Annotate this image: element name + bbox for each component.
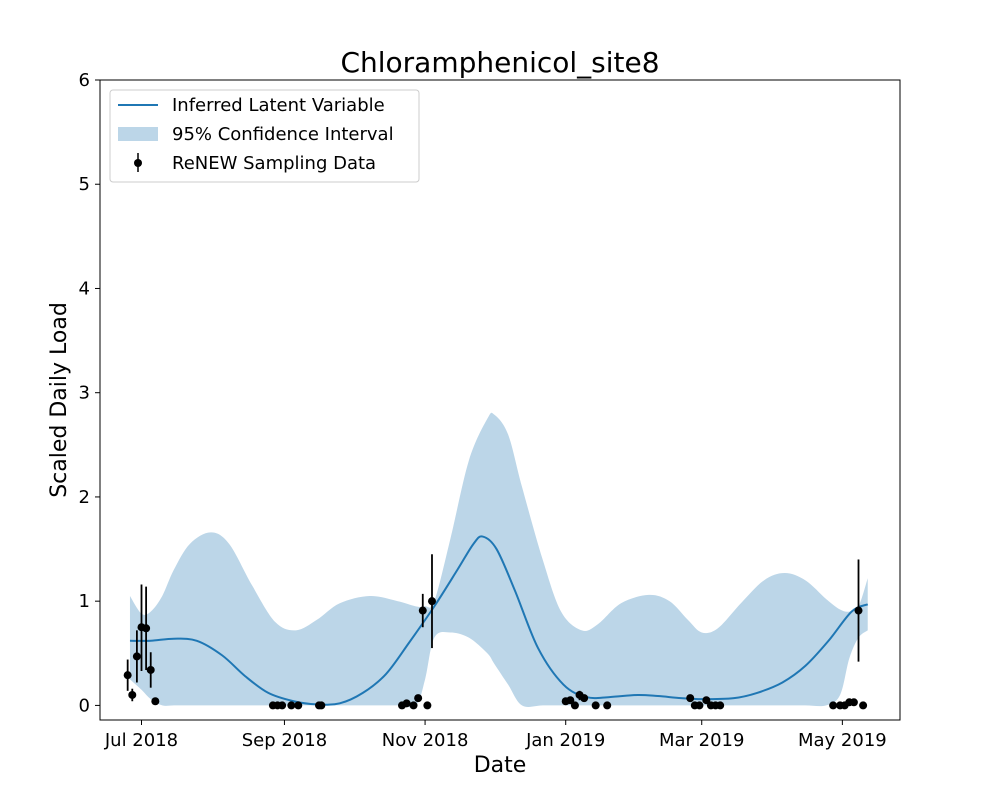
data-point [317,701,326,710]
data-point [566,696,575,705]
latent-line-layer [129,535,869,706]
data-point [849,698,858,707]
data-point [716,701,725,710]
data-point [702,696,711,705]
sampling-point [409,701,418,710]
sampling-point [146,652,155,688]
plot-frame [99,79,901,721]
sampling-point [566,696,575,705]
x-tick-label: Jul 2018 [104,730,178,751]
data-point [123,671,132,680]
x-axis: Jul 2018 Sep 2018 Nov 2018 Jan 2019 Mar 2019… [104,720,887,751]
legend-point-swatch [134,159,142,167]
data-point [859,701,868,710]
confidence-band [129,412,868,708]
sampling-point [849,698,858,707]
data-point [603,701,612,710]
x-tick-label: May 2019 [798,730,887,751]
sampling-point [418,593,427,628]
sampling-point [294,701,303,710]
data-point [146,665,155,674]
data-point [686,694,695,703]
data-point [278,701,287,710]
data-point [414,694,423,703]
data-point [128,690,137,699]
legend-entry-latent: Inferred Latent Variable [172,95,385,116]
sampling-point [278,701,287,710]
data-point [695,701,704,710]
data-point [287,701,296,710]
y-tick-label: 6 [79,70,90,91]
sampling-point [716,701,725,710]
sampling-point [414,694,423,703]
data-point [580,694,589,703]
sampling-point [128,688,137,702]
sampling-point [580,694,589,703]
sampling-point [287,701,296,710]
data-point [423,701,432,710]
sampling-points-layer [123,554,868,710]
legend: Inferred Latent Variable 95% Confidence … [109,89,420,183]
data-point [151,697,160,706]
sampling-point [829,701,838,710]
data-point [570,701,579,710]
sampling-point [317,701,326,710]
data-point [427,597,436,606]
sampling-point [591,701,600,710]
sampling-point [702,696,711,705]
legend-entry-points: ReNEW Sampling Data [172,153,376,174]
x-tick-label: Jan 2019 [525,730,605,751]
sampling-point [132,630,141,683]
y-axis-label: Scaled Daily Load [47,302,72,498]
sampling-point [142,586,151,670]
sampling-point [854,559,863,662]
sampling-point [123,659,132,691]
sampling-point [402,699,411,708]
sampling-point [603,701,612,710]
data-point [142,624,151,633]
y-tick-label: 3 [79,383,90,404]
chart-title: Chloramphenicol_site8 [340,46,659,79]
sampling-point [859,701,868,710]
x-tick-label: Sep 2018 [242,730,327,751]
sampling-point [423,701,432,710]
legend-box [109,89,420,183]
y-tick-label: 5 [79,174,90,195]
x-tick-label: Mar 2019 [659,730,745,751]
sampling-point [151,697,160,706]
confidence-band-layer [129,412,868,708]
y-axis: 0 1 2 3 4 5 6 [79,70,100,716]
data-point [132,652,141,661]
latent-variable-line [129,535,869,706]
data-point [294,701,303,710]
x-axis-label: Date [474,753,527,778]
y-tick-label: 1 [79,591,90,612]
legend-band-swatch [118,127,158,141]
sampling-point [695,701,704,710]
x-tick-label: Nov 2018 [382,730,469,751]
data-point [829,701,838,710]
sampling-point [570,701,579,710]
y-tick-label: 4 [79,278,90,299]
data-point [418,606,427,615]
data-point [409,701,418,710]
data-point [591,701,600,710]
y-tick-label: 2 [79,487,90,508]
sampling-point [686,694,695,703]
data-point [854,606,863,615]
data-point [402,699,411,708]
legend-entry-band: 95% Confidence Interval [172,124,394,145]
sampling-point [427,554,436,649]
y-tick-label: 0 [79,695,90,716]
